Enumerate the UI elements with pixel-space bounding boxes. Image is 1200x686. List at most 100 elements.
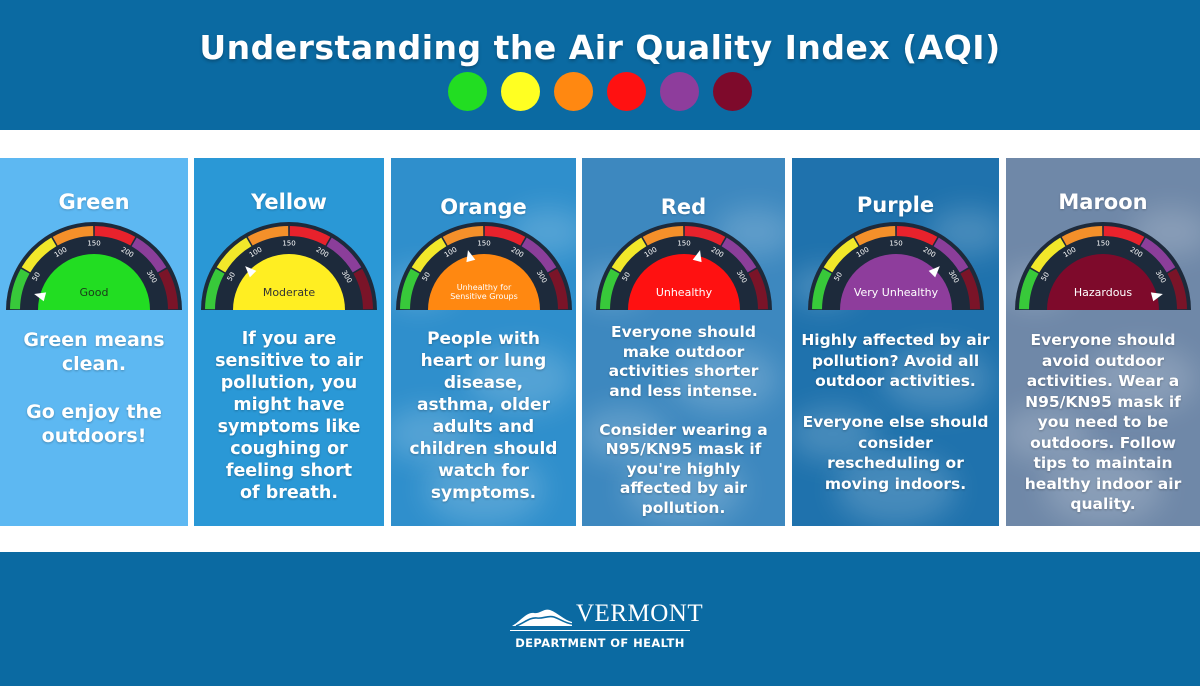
- gauge-level-label: Hazardous: [1074, 286, 1133, 299]
- gauge-band: [442, 226, 483, 246]
- card-description: Everyone should avoid outdoor activities…: [1024, 331, 1182, 513]
- gauge-band: [823, 237, 858, 273]
- gauge-tick-label: 150: [1096, 240, 1109, 248]
- cloud-texture: [669, 345, 780, 412]
- gauge-band: [1030, 237, 1066, 273]
- card-purple: Purple 50 100 150 200 300 Very Unhealthy High…: [792, 158, 999, 526]
- gauge-level-label: Very Unhealthy: [853, 286, 938, 299]
- vermont-health-logo: VERMONT DEPARTMENT OF HEALTH: [510, 600, 703, 656]
- logo-wordmark: VERMONT: [576, 600, 704, 627]
- aqi-gauge: 50 100 150 200 300 Hazardous: [1014, 220, 1192, 321]
- red-dot: [607, 72, 646, 111]
- orange-dot: [554, 72, 593, 111]
- gauge-band: [811, 268, 832, 310]
- gauge-band: [326, 237, 362, 273]
- header-band: Understanding the Air Quality Index (AQI…: [0, 0, 1200, 130]
- gauge-band: [94, 226, 136, 246]
- gauge-tick-label: 150: [889, 240, 902, 248]
- gauge-level-label: Unhealthy: [655, 286, 712, 299]
- gauge-tick-label: 50: [1040, 271, 1051, 283]
- gauge-needle: [34, 292, 47, 302]
- green-dot: [448, 72, 487, 111]
- yellow-dot: [501, 72, 540, 111]
- gauge-fill: [427, 254, 540, 310]
- gauge-needle: [465, 250, 475, 263]
- gauge-band: [959, 268, 980, 310]
- gauge-band: [1103, 226, 1145, 246]
- card-title: Green: [58, 190, 130, 214]
- card-description: Highly affected by air pollution? Avoid …: [801, 331, 990, 493]
- gauge-band: [10, 268, 30, 310]
- mountain-icon: [512, 609, 573, 627]
- gauge-band: [721, 237, 756, 273]
- gauge-needle: [692, 250, 702, 263]
- cloud-texture: [1086, 345, 1197, 412]
- gauge-needle: [928, 266, 940, 278]
- gauge-band: [521, 237, 556, 273]
- gauge-tick-label: 50: [420, 271, 431, 283]
- gauge-needle: [1150, 292, 1163, 302]
- gauge-needle: [245, 266, 257, 278]
- maroon-dot: [713, 72, 752, 111]
- gauge-fill: [1047, 254, 1159, 310]
- aqi-gauge: 50 100 150 200 300 Unhealthy for Sensitive Gro…: [395, 220, 573, 321]
- gauge-level-label: Moderate: [263, 286, 316, 299]
- gauge-band: [399, 268, 420, 310]
- gauge-fill: [839, 254, 952, 310]
- gauge-fill: [627, 254, 740, 310]
- page-title: Understanding the Air Quality Index (AQI…: [199, 28, 1001, 67]
- card-description: People with heart or lung disease, asthm…: [409, 329, 558, 503]
- gauge-band: [289, 226, 331, 246]
- gauge-band: [52, 226, 94, 246]
- card-maroon: Maroon 50 100 150 200 300 Hazardous Everyone …: [1006, 158, 1200, 526]
- gauge-level-label: Good: [80, 286, 109, 299]
- logo-divider: [510, 630, 690, 631]
- color-dots: [0, 72, 1200, 111]
- purple-dot: [660, 72, 699, 111]
- gauge-band: [131, 237, 167, 273]
- footer-band: [0, 552, 1200, 686]
- aqi-gauge: 50 100 150 200 300 Very Unhealthy: [807, 220, 985, 321]
- aqi-gauge: 50 100 150 200 300 Moderate: [200, 220, 378, 321]
- aqi-cards: Green 50 100 150 200 300 Good Green means cle…: [0, 158, 1200, 526]
- card-title: Maroon: [1058, 190, 1148, 214]
- gauge-band: [642, 226, 683, 246]
- gauge-band: [353, 268, 373, 310]
- gauge-band: [21, 237, 57, 273]
- logo-department: DEPARTMENT OF HEALTH: [515, 636, 685, 650]
- gauge-tick-label: 150: [477, 240, 490, 248]
- cloud-texture: [623, 453, 744, 526]
- aqi-gauge: 50 100 150 200 300 Unhealthy: [595, 220, 773, 321]
- gauge-tick-label: 50: [620, 271, 631, 283]
- cloud-texture: [465, 345, 576, 412]
- gauge-band: [684, 226, 725, 246]
- card-title: Purple: [856, 193, 935, 217]
- gauge-band: [247, 226, 289, 246]
- gauge-tick-label: 50: [832, 271, 843, 283]
- cloud-texture: [792, 407, 879, 461]
- cloud-texture: [1006, 407, 1090, 461]
- card-orange: Orange 50 100 150 200 300 Unhealthy for Sensit…: [391, 158, 576, 526]
- gauge-level-label: Unhealthy for Sensitive Groups: [450, 283, 518, 301]
- aqi-gauge: 50 100 150 200 300 Good: [5, 220, 183, 321]
- gauge-tick-label: 50: [226, 271, 237, 283]
- card-red: Red 50 100 150 200 300 Unhealthy Everyone sho…: [582, 158, 785, 526]
- card-title: Yellow: [251, 190, 327, 214]
- gauge-band: [484, 226, 525, 246]
- gauge-band: [611, 237, 646, 273]
- gauge-band: [933, 237, 968, 273]
- gauge-band: [205, 268, 225, 310]
- cloud-texture: [423, 453, 544, 526]
- gauge-band: [854, 226, 895, 246]
- cloud-texture: [1043, 453, 1163, 526]
- gauge-band: [1140, 237, 1176, 273]
- gauge-tick-label: 150: [282, 240, 295, 248]
- card-green: Green 50 100 150 200 300 Good Green means cle…: [0, 158, 188, 526]
- gauge-band: [896, 226, 937, 246]
- card-description: If you are sensitive to air pollution, y…: [215, 329, 363, 503]
- gauge-fill: [38, 254, 150, 310]
- gauge-tick-label: 50: [31, 271, 42, 283]
- gauge-tick-label: 150: [87, 240, 100, 248]
- card-description: Everyone should make outdoor activities …: [599, 323, 768, 517]
- gauge-band: [599, 268, 620, 310]
